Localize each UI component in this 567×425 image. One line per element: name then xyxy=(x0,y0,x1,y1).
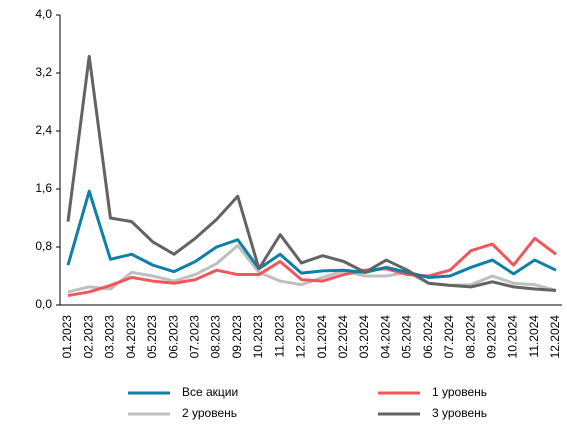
y-tick-label: 1,6 xyxy=(35,181,52,195)
x-tick-label: 09.2023 xyxy=(230,315,244,359)
series-line xyxy=(66,54,557,292)
x-tick-label: 12.2023 xyxy=(294,315,308,359)
y-tick-label: 4,0 xyxy=(35,7,52,21)
x-tick-label: 03.2023 xyxy=(103,315,117,359)
x-tick-label: 07.2024 xyxy=(442,315,456,359)
series-line xyxy=(67,236,557,298)
x-tick-label: 08.2024 xyxy=(463,315,477,359)
x-tick-label: 06.2024 xyxy=(421,315,435,359)
x-tick-label: 09.2024 xyxy=(485,315,499,359)
x-tick-label: 10.2024 xyxy=(506,315,520,359)
x-tick-label: 03.2024 xyxy=(357,315,371,359)
y-tick-label: 0,0 xyxy=(35,297,52,311)
legend-label: Все акции xyxy=(182,385,238,399)
legend-label: 3 уровень xyxy=(432,406,487,420)
series-line xyxy=(66,189,557,279)
x-tick-label: 06.2023 xyxy=(166,315,180,359)
x-tick-label: 10.2023 xyxy=(251,315,265,359)
x-tick-label: 02.2023 xyxy=(81,315,95,359)
x-tick-label: 11.2023 xyxy=(272,315,286,358)
y-tick-label: 2,4 xyxy=(35,123,52,137)
x-tick-label: 11.2024 xyxy=(527,315,541,358)
x-tick-label: 04.2023 xyxy=(124,315,138,359)
x-tick-label: 02.2024 xyxy=(336,315,350,359)
legend-label: 1 уровень xyxy=(432,385,487,399)
legend-label: 2 уровень xyxy=(182,406,237,420)
x-tick-label: 12.2024 xyxy=(548,315,562,359)
x-tick-label: 01.2024 xyxy=(315,315,329,359)
x-tick-label: 05.2024 xyxy=(400,315,414,359)
y-tick-label: 0,8 xyxy=(35,239,52,253)
x-tick-label: 05.2023 xyxy=(145,315,159,359)
x-tick-label: 08.2023 xyxy=(209,315,223,359)
x-tick-label: 07.2023 xyxy=(187,315,201,359)
x-tick-label: 01.2023 xyxy=(60,315,74,359)
x-tick-label: 04.2024 xyxy=(378,315,392,359)
y-tick-label: 3,2 xyxy=(35,65,52,79)
